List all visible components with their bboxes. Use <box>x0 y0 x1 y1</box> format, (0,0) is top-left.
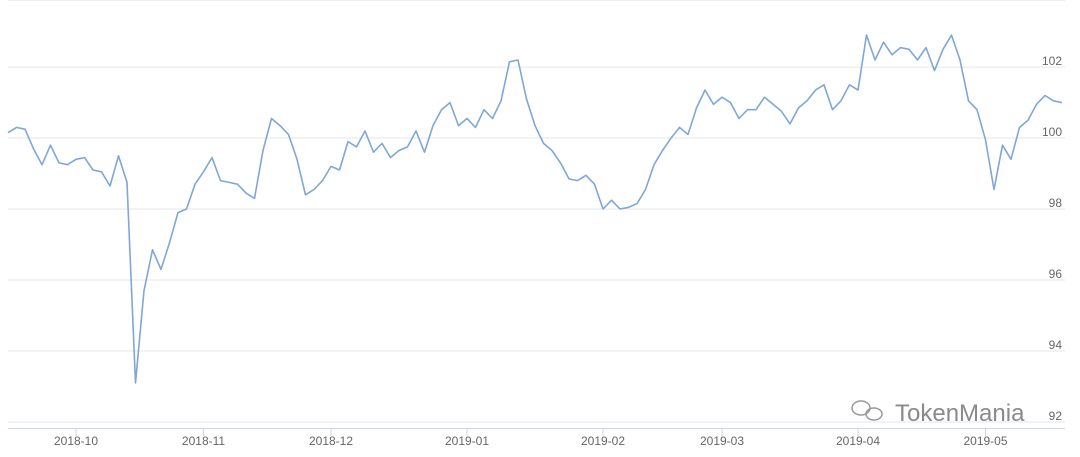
x-tick-label: 2018-10 <box>54 434 98 448</box>
wechat-icon <box>851 400 883 421</box>
y-tick-label: 92 <box>1049 409 1063 423</box>
y-tick-label: 94 <box>1049 338 1063 352</box>
x-tick-label: 2019-05 <box>963 434 1007 448</box>
y-tick-label: 102 <box>1042 54 1062 68</box>
y-tick-label: 96 <box>1049 267 1063 281</box>
y-tick-label: 100 <box>1042 125 1062 139</box>
watermark: TokenMania <box>895 400 1025 427</box>
x-tick-label: 2019-02 <box>581 434 625 448</box>
x-tick-label: 2018-12 <box>309 434 353 448</box>
x-tick-label: 2019-03 <box>700 434 744 448</box>
x-tick-label: 2019-01 <box>445 434 489 448</box>
y-tick-label: 98 <box>1049 196 1063 210</box>
x-tick-label: 2018-11 <box>182 434 225 448</box>
line-series <box>7 34 1063 384</box>
x-tick-label: 2019-04 <box>836 434 880 448</box>
